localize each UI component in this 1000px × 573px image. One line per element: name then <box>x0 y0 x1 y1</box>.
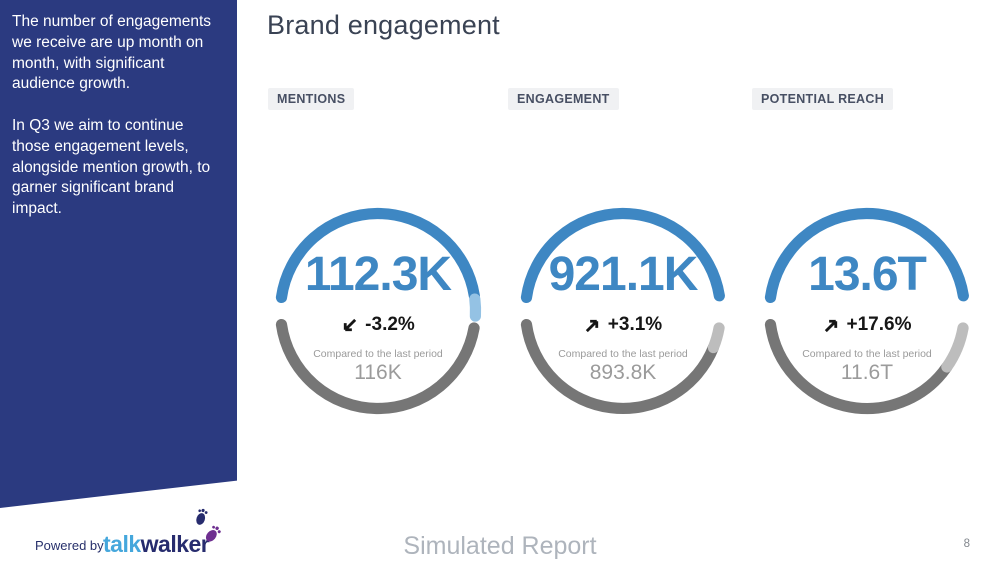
footprints-icon <box>196 508 221 542</box>
gauge-ring <box>764 207 969 415</box>
previous-value: 11.6T <box>840 361 894 384</box>
metric-delta-text: -3.2% <box>365 314 415 335</box>
powered-by-label: Powered by <box>35 538 104 553</box>
metric-value: 13.6T <box>808 248 927 301</box>
sidebar: The number of engagements we receive are… <box>0 0 237 508</box>
sidebar-paragraph-1: The number of engagements we receive are… <box>12 13 212 93</box>
trend-up-icon <box>824 319 837 332</box>
page-number: 8 <box>963 538 970 550</box>
metric-chip-potential-reach: POTENTIAL REACH <box>752 88 894 110</box>
trend-up-icon <box>585 319 598 332</box>
metric-delta: +17.6% <box>823 314 912 336</box>
compare-label: Compared to the last period <box>313 348 443 360</box>
metric-delta-text: +3.1% <box>607 314 663 335</box>
logo-talk-text: talk <box>103 531 141 557</box>
metric-delta-text: +17.6% <box>846 314 912 335</box>
metric-chip-engagement: ENGAGEMENT <box>508 88 619 110</box>
gauge-engagement: 921.1K +3.1% Compared to the last period… <box>506 194 740 428</box>
previous-value: 116K <box>354 361 402 384</box>
watermark-text: Simulated Report <box>403 532 597 560</box>
gauge-mentions: 112.3K -3.2% Compared to the last period… <box>261 194 495 428</box>
talkwalker-logo: talkwalker <box>103 531 210 558</box>
gauge-ring <box>275 207 482 415</box>
metric-delta: +3.1% <box>584 314 662 336</box>
metric-value: 112.3K <box>304 248 452 301</box>
logo-walker-text: walker <box>140 531 210 557</box>
metric-delta: -3.2% <box>341 314 415 336</box>
metric-chip-mentions: MENTIONS <box>268 88 355 110</box>
page-title: Brand engagement <box>267 10 500 40</box>
trend-down-icon <box>344 318 357 331</box>
gauge-potential-reach: 13.6T +17.6% Compared to the last period… <box>750 194 984 428</box>
metric-value: 921.1K <box>548 248 699 301</box>
compare-label: Compared to the last period <box>802 348 932 360</box>
sidebar-paragraph-2: In Q3 we aim to continue those engagemen… <box>12 117 211 218</box>
previous-value: 893.8K <box>589 361 657 384</box>
gauge-ring <box>520 207 725 414</box>
compare-label: Compared to the last period <box>558 348 688 360</box>
